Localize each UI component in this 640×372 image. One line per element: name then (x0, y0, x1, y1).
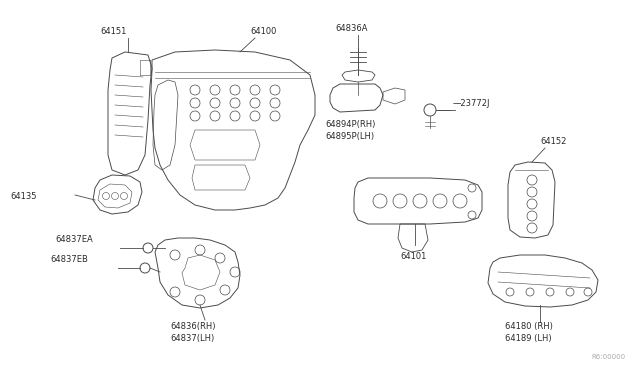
Text: 64837EA: 64837EA (55, 235, 93, 244)
Text: 64151: 64151 (100, 27, 126, 36)
Text: —23772J: —23772J (453, 99, 490, 108)
Text: 64152: 64152 (540, 137, 566, 146)
Text: R6:00000: R6:00000 (591, 354, 625, 360)
Text: 64101: 64101 (400, 252, 426, 261)
Text: 64895P(LH): 64895P(LH) (325, 132, 374, 141)
Text: 64836A: 64836A (335, 24, 367, 33)
Text: 64100: 64100 (250, 27, 276, 36)
Text: 64836(RH): 64836(RH) (170, 322, 216, 331)
Text: 64837(LH): 64837(LH) (170, 334, 214, 343)
Text: 64180 (RH): 64180 (RH) (505, 322, 553, 331)
Text: 64837EB: 64837EB (50, 255, 88, 264)
Text: 64189 (LH): 64189 (LH) (505, 334, 552, 343)
Text: 64135: 64135 (10, 192, 36, 201)
Text: 64894P(RH): 64894P(RH) (325, 120, 376, 129)
